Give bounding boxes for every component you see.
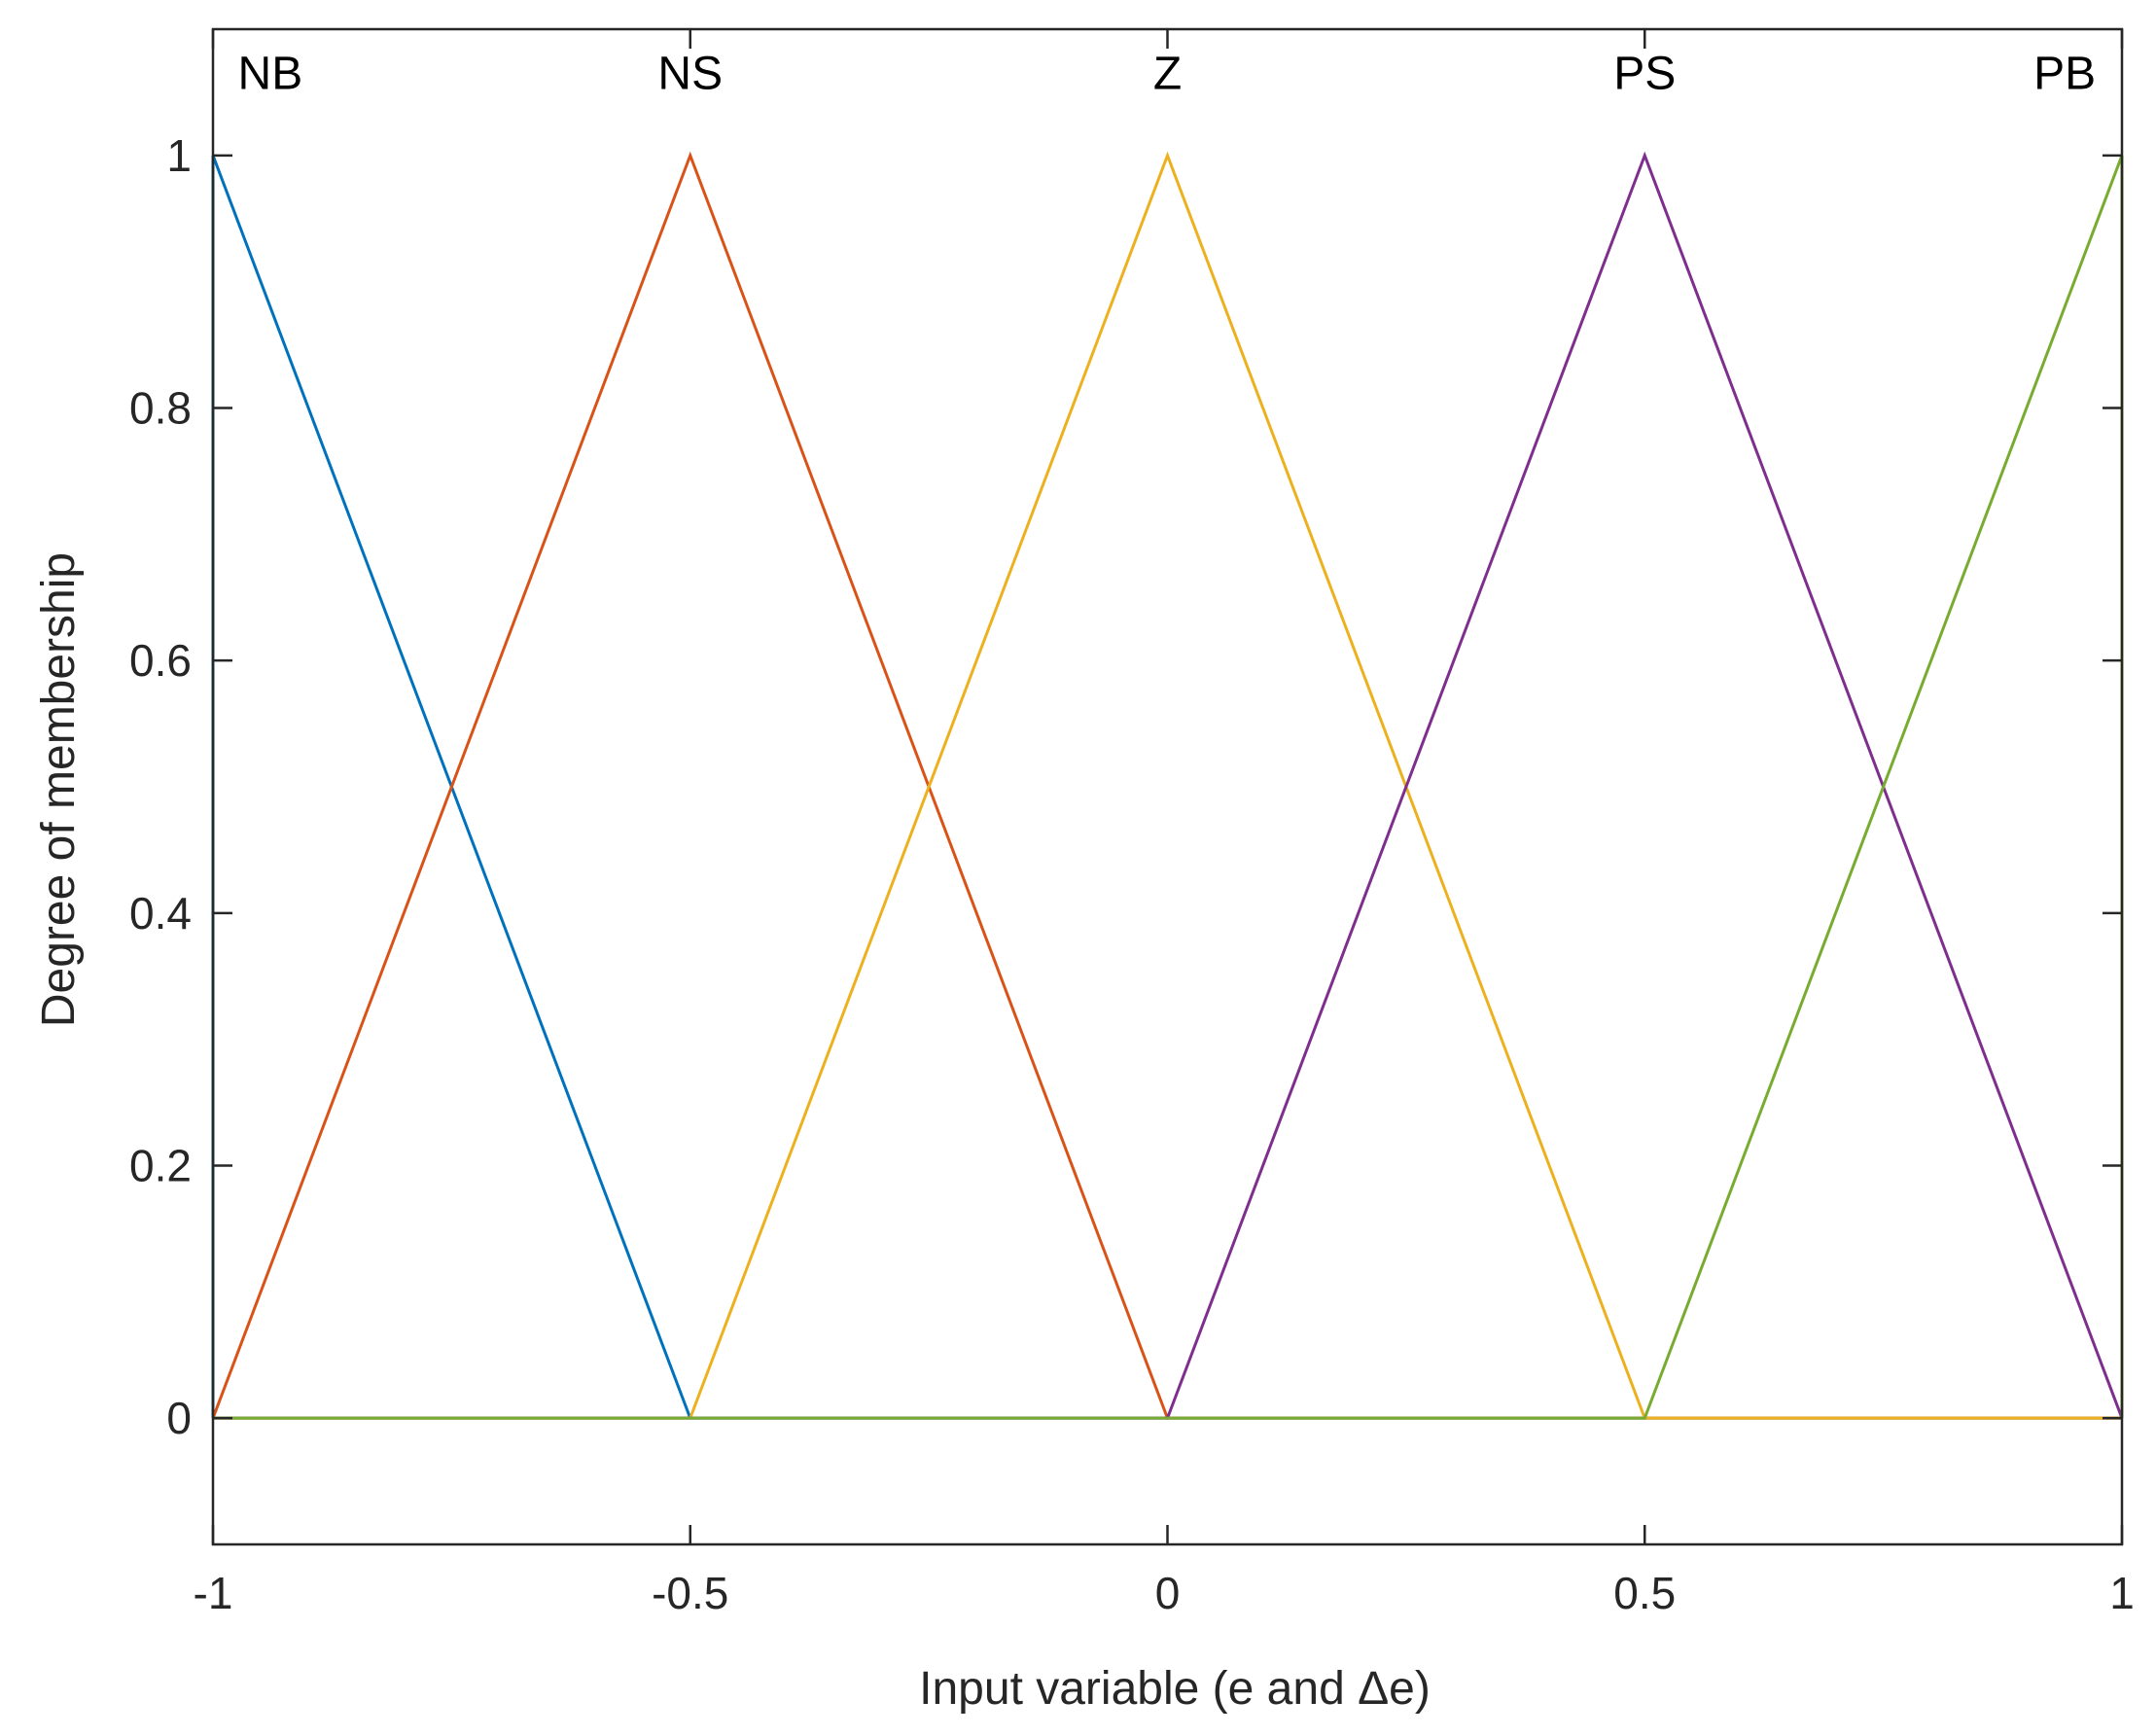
mf-label-ps: PS — [1613, 48, 1676, 99]
plot-area-border — [211, 27, 2124, 1546]
axes-frame — [211, 27, 2124, 1546]
series-line-nb — [211, 155, 2122, 1420]
x-axis-label: Input variable (e and Δe) — [919, 1663, 1431, 1715]
series-line-ns — [211, 151, 2122, 1420]
x-tick-label: 0.5 — [1613, 1568, 1676, 1618]
axis-ticks: -1 -0.5 0 0.5 1 0 0.2 0.4 0.6 0.8 1 — [129, 29, 2135, 1618]
y-tick-label: 0.8 — [129, 383, 192, 434]
x-tick-label: 1 — [2109, 1568, 2135, 1618]
y-axis-label: Degree of membership — [33, 552, 85, 1027]
y-tick-label: 0.6 — [129, 635, 192, 686]
mf-label-z: Z — [1153, 48, 1182, 99]
mf-label-pb: PB — [2033, 48, 2096, 99]
x-tick-label: 0 — [1155, 1568, 1181, 1618]
y-tick-label: 1 — [166, 130, 192, 181]
series-line-ps — [213, 151, 2124, 1420]
mf-label-nb: NB — [238, 48, 303, 99]
x-tick-label: -1 — [194, 1568, 233, 1618]
series-line-pb — [213, 155, 2124, 1420]
x-tick-label: -0.5 — [652, 1568, 728, 1618]
y-tick-label: 0 — [166, 1393, 192, 1443]
y-tick-label: 0.4 — [129, 888, 192, 939]
series-layer — [211, 151, 2124, 1420]
mf-label-ns: NS — [657, 48, 723, 99]
y-tick-label: 0.2 — [129, 1141, 192, 1191]
membership-labels: NB NS Z PS PB — [238, 48, 2097, 99]
series-line-z — [213, 151, 2122, 1420]
